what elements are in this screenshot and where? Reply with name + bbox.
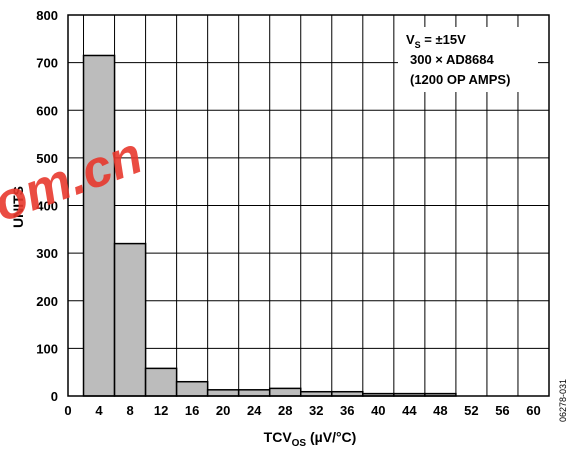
x-tick-label: 48 (433, 403, 447, 418)
x-tick-label: 36 (340, 403, 354, 418)
annotation-vs: VS = ±15V (406, 32, 466, 50)
y-tick-label: 200 (36, 294, 58, 309)
x-tick-label: 0 (64, 403, 71, 418)
x-axis-label-sub: OS (292, 438, 307, 449)
histogram-bar (268, 387, 302, 397)
x-tick-label: 16 (185, 403, 199, 418)
x-tick-label: 60 (526, 403, 540, 418)
x-tick-label: 52 (464, 403, 478, 418)
annotation-count: (1200 OP AMPS) (410, 72, 510, 87)
x-tick-label: 12 (154, 403, 168, 418)
x-tick-label: 40 (371, 403, 385, 418)
y-tick-label: 800 (36, 8, 58, 23)
watermark-text: om.cn (0, 126, 150, 233)
y-tick-label: 400 (36, 199, 58, 214)
annotation-box (398, 27, 538, 92)
x-tick-labels: 0 4 8 12 16 20 24 28 32 36 40 44 48 52 56 60 (64, 403, 540, 418)
histogram-bar (82, 54, 116, 397)
x-axis-label-main: TCV (264, 429, 293, 445)
x-tick-label: 44 (402, 403, 417, 418)
watermark: om.cn (0, 126, 150, 233)
plot-frame (67, 14, 550, 397)
x-axis-label-unit: (µV/°C) (306, 429, 356, 445)
y-tick-labels: 0 100 200 300 400 500 600 700 800 (36, 8, 58, 404)
y-tick-label: 600 (36, 103, 58, 118)
y-tick-label: 100 (36, 341, 58, 356)
y-tick-label: 0 (51, 389, 58, 404)
x-tick-label: 20 (216, 403, 230, 418)
figure-code: 06278-031 (558, 379, 568, 422)
histogram-bar (144, 367, 178, 397)
histogram-bar (237, 389, 271, 397)
histogram-bar (175, 380, 209, 397)
y-axis-label: UNITS (10, 186, 26, 228)
x-tick-label: 4 (95, 403, 103, 418)
x-tick-label: 56 (495, 403, 509, 418)
y-tick-label: 700 (36, 56, 58, 71)
histogram-bar (206, 389, 240, 397)
histogram-bars (82, 54, 457, 397)
x-tick-label: 32 (309, 403, 323, 418)
x-tick-label: 8 (126, 403, 133, 418)
annotation-units: 300 × AD8684 (410, 52, 494, 67)
y-tick-label: 300 (36, 246, 58, 261)
histogram-bar (113, 242, 147, 397)
x-axis-label: TCVOS (µV/°C) (264, 429, 357, 449)
y-tick-label: 500 (36, 151, 58, 166)
x-tick-label: 28 (278, 403, 292, 418)
x-tick-label: 24 (247, 403, 262, 418)
